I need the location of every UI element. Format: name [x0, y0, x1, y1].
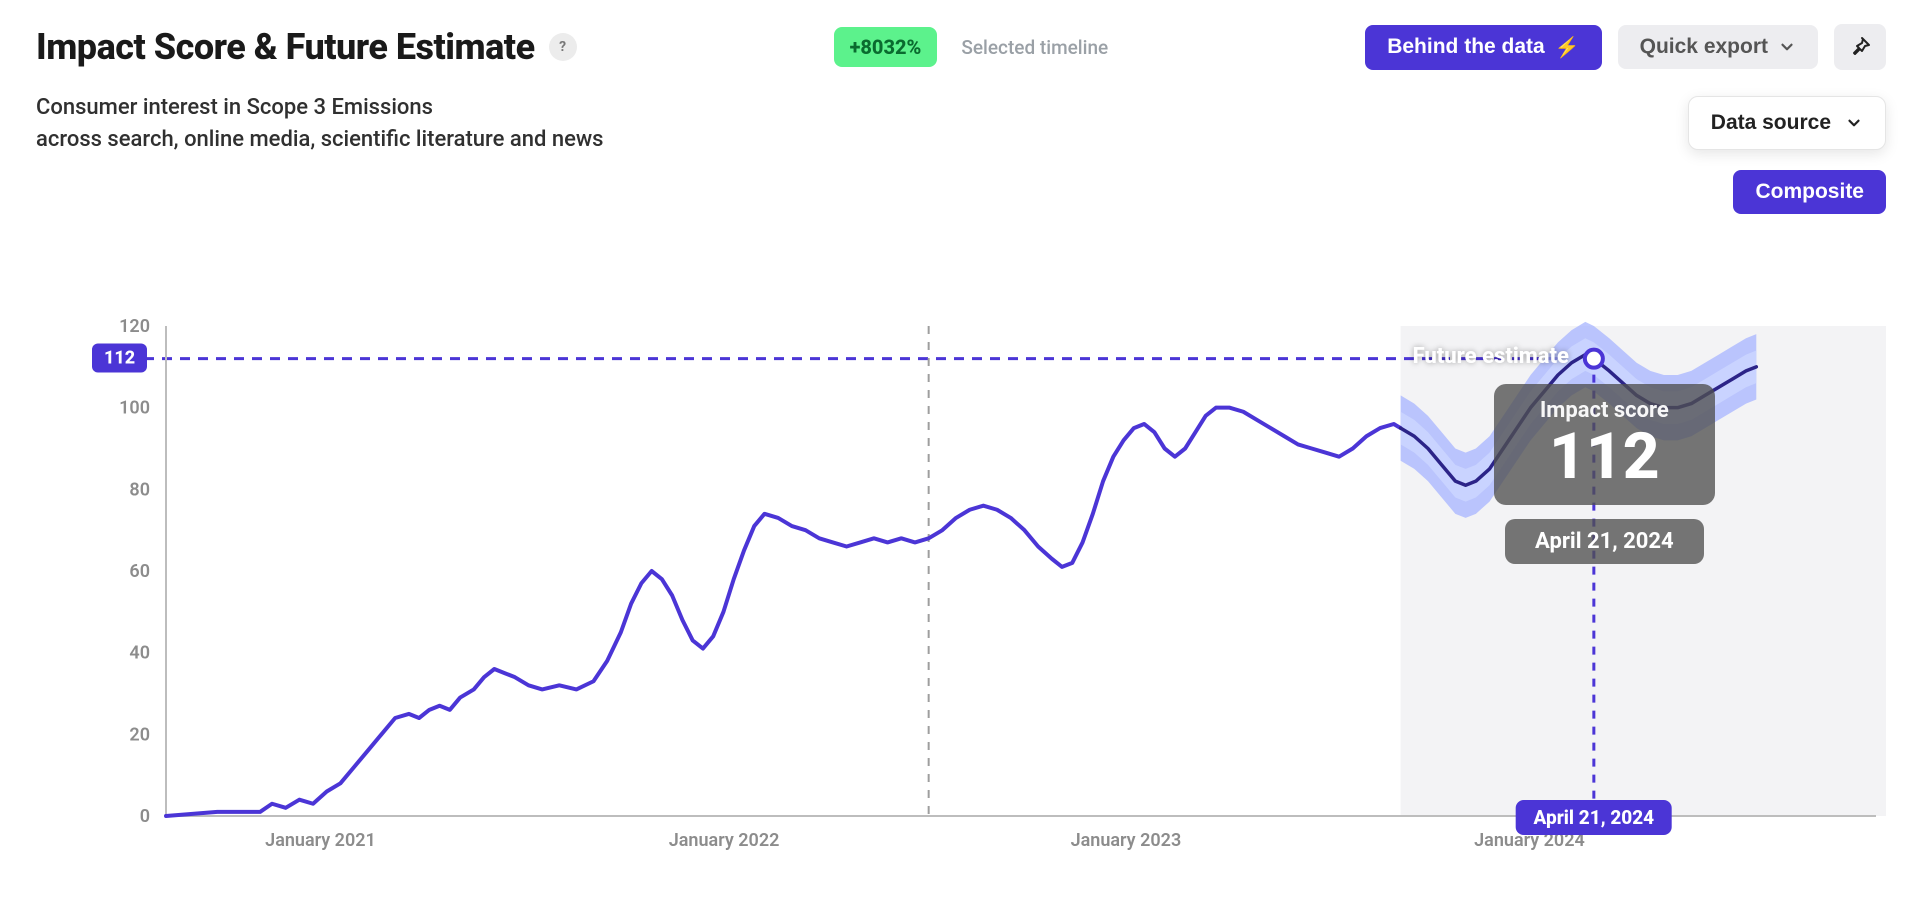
subtitle-line2: across search, online media, scientific …	[36, 124, 936, 156]
data-source-dropdown[interactable]: Data source	[1688, 96, 1886, 150]
chart-container: 0 20 40 60 80 100 120 January 2021 January 2022 J…	[36, 316, 1886, 876]
composite-button[interactable]: Composite	[1733, 170, 1886, 214]
svg-text:January 2022: January 2022	[669, 830, 780, 851]
svg-text:100: 100	[119, 397, 150, 418]
tooltip-title: Impact score	[1540, 398, 1669, 423]
chevron-down-icon	[1845, 114, 1863, 132]
x-date-pill: April 21, 2024	[1516, 800, 1673, 835]
quick-export-button[interactable]: Quick export	[1618, 25, 1818, 69]
pct-change-badge: +8032%	[834, 27, 938, 67]
help-icon[interactable]: ?	[549, 33, 577, 61]
pin-icon	[1848, 35, 1872, 59]
svg-text:40: 40	[129, 642, 150, 663]
pin-button[interactable]	[1834, 24, 1886, 70]
svg-text:0: 0	[140, 806, 150, 827]
page-title: Impact Score & Future Estimate	[36, 26, 535, 68]
tooltip-date: April 21, 2024	[1505, 519, 1704, 564]
svg-text:60: 60	[129, 561, 150, 582]
svg-text:January 2023: January 2023	[1071, 830, 1182, 851]
chevron-down-icon	[1778, 38, 1796, 56]
chart-tooltip: Impact score 112 April 21, 2024	[1494, 384, 1715, 563]
subtitle-line1: Consumer interest in Scope 3 Emissions	[36, 92, 936, 124]
future-estimate-label: Future estimate	[1413, 344, 1569, 369]
bolt-icon: ⚡	[1555, 35, 1580, 60]
quick-export-label: Quick export	[1640, 35, 1768, 59]
behind-the-data-button[interactable]: Behind the data ⚡	[1365, 25, 1601, 70]
tooltip-value: 112	[1540, 423, 1669, 490]
svg-text:80: 80	[129, 479, 150, 500]
data-source-label: Data source	[1711, 111, 1831, 135]
svg-text:20: 20	[129, 724, 150, 745]
subtitle: Consumer interest in Scope 3 Emissions a…	[36, 92, 936, 156]
behind-the-data-label: Behind the data	[1387, 35, 1545, 59]
y-reference-pill: 112	[92, 344, 147, 373]
svg-text:January 2021: January 2021	[265, 830, 376, 851]
timeline-label: Selected timeline	[961, 36, 1108, 59]
svg-text:120: 120	[119, 316, 150, 337]
